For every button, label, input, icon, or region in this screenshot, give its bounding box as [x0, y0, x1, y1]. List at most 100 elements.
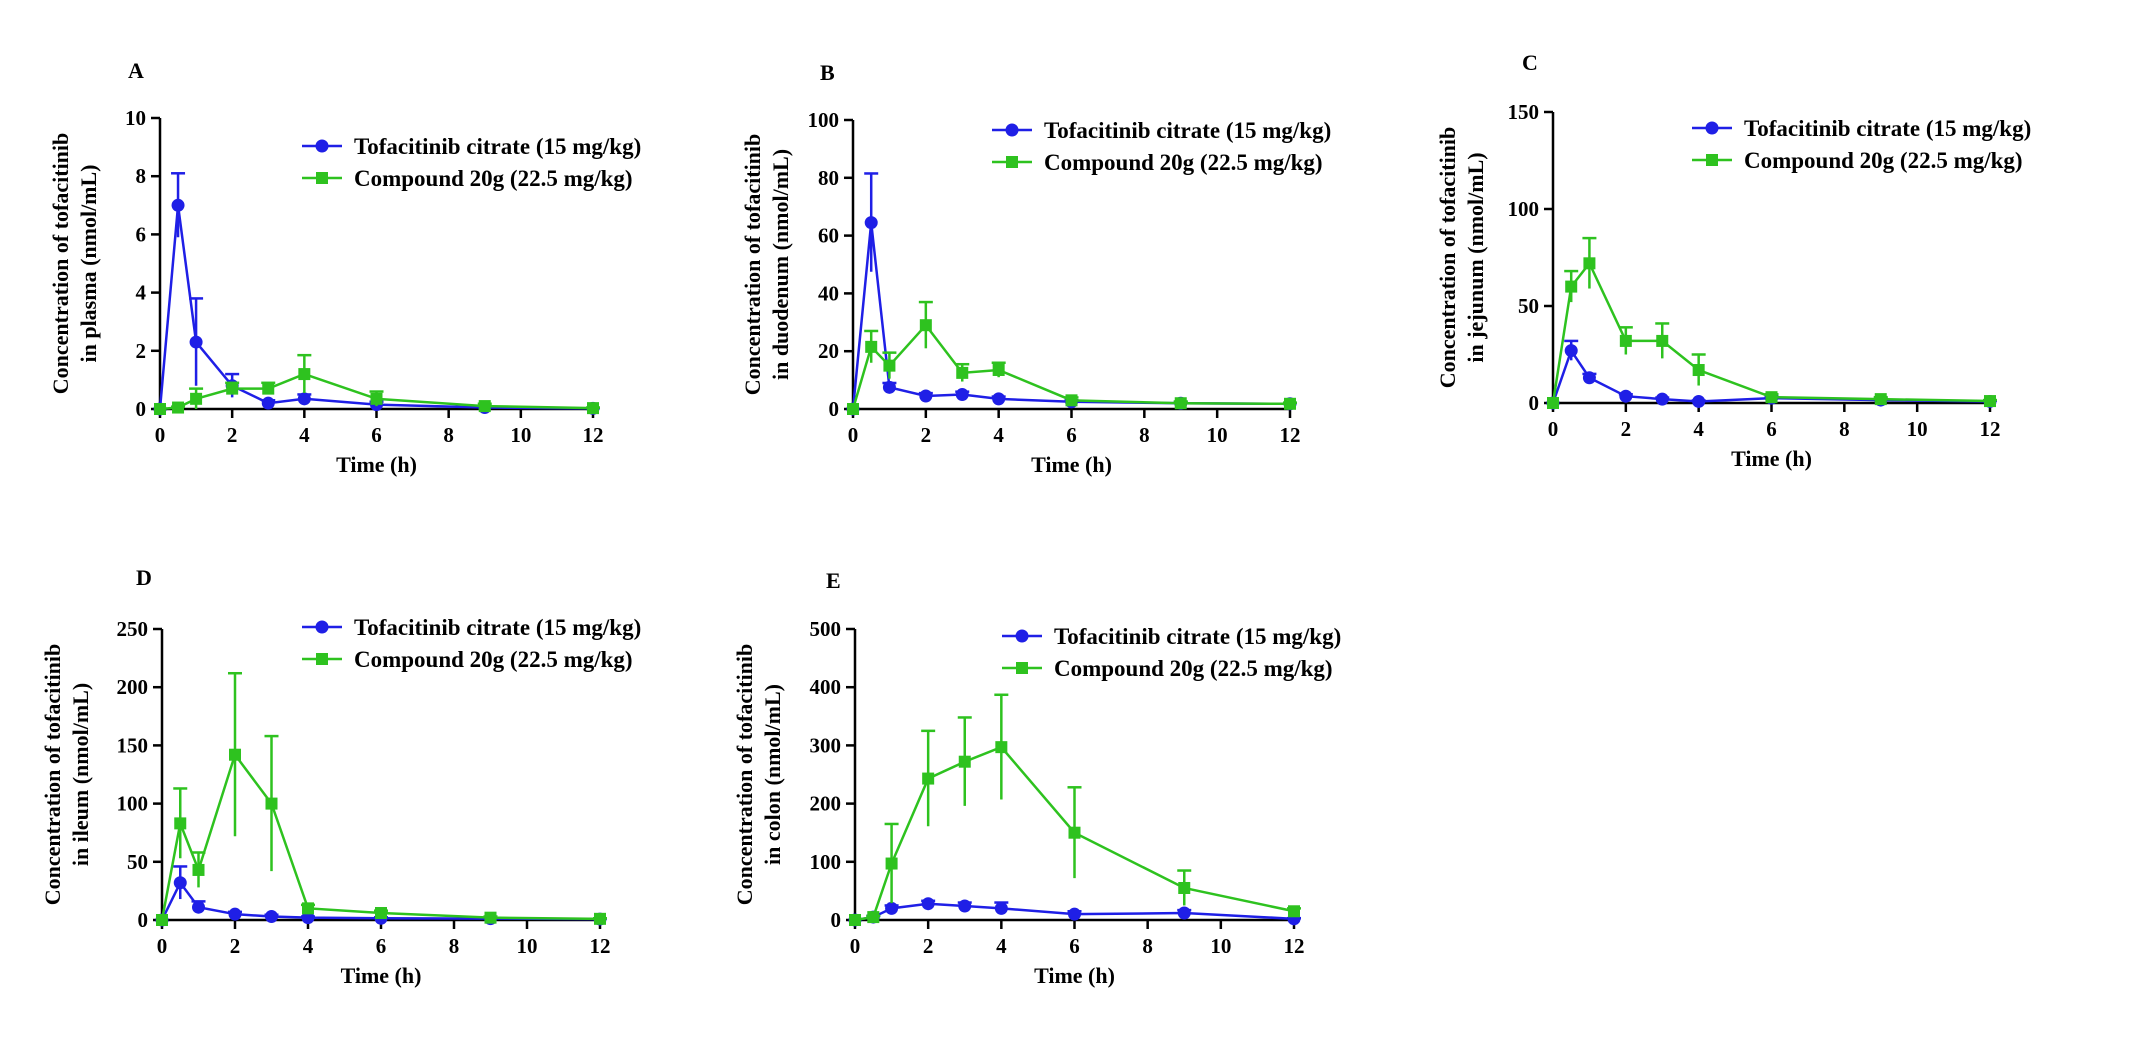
y-tick-label: 80	[818, 166, 839, 190]
legend-label: Tofacitinib citrate (15 mg/kg)	[1044, 118, 1331, 143]
y-tick-label: 0	[136, 397, 147, 421]
data-point	[921, 897, 935, 911]
data-point	[1984, 395, 1996, 408]
data-point	[265, 797, 278, 810]
legend-label: Compound 20g (22.5 mg/kg)	[1054, 656, 1333, 681]
legend-marker	[316, 172, 328, 184]
series-compound	[1547, 236, 1997, 409]
x-tick-label: 8	[443, 423, 454, 447]
y-axis-label-line1: Concentration of tofacitinib	[1435, 127, 1460, 389]
legend-marker	[315, 620, 329, 634]
panel-letter: C	[1522, 50, 1538, 75]
data-point	[882, 380, 896, 394]
y-axis-label-line2: in colon (nmol/mL)	[760, 684, 785, 865]
x-tick-label: 0	[1548, 417, 1559, 441]
series-tofacitinib	[153, 172, 600, 416]
data-point	[958, 755, 971, 768]
series-line	[160, 752, 601, 921]
data-point	[1619, 334, 1632, 347]
data-point	[1692, 394, 1706, 408]
x-tick-label: 8	[449, 934, 460, 958]
legend: Tofacitinib citrate (15 mg/kg) Compound 2…	[302, 615, 641, 672]
legend-label: Compound 20g (22.5 mg/kg)	[354, 166, 633, 191]
data-point	[1619, 389, 1633, 403]
y-tick-label: 100	[810, 850, 842, 874]
legend-marker	[1016, 662, 1028, 674]
data-point	[956, 366, 969, 379]
data-point	[885, 901, 899, 915]
legend-label: Tofacitinib citrate (15 mg/kg)	[1744, 116, 2031, 141]
data-point	[261, 396, 275, 410]
data-point	[301, 911, 315, 925]
series-compound	[156, 671, 607, 926]
data-point	[995, 741, 1008, 754]
legend-label: Compound 20g (22.5 mg/kg)	[354, 647, 633, 672]
panel-letter: A	[128, 58, 144, 83]
data-point	[154, 403, 166, 415]
x-tick-label: 0	[848, 423, 859, 447]
data-point	[594, 912, 606, 925]
y-tick-label: 150	[117, 733, 149, 757]
y-tick-label: 0	[138, 908, 149, 932]
data-point	[849, 914, 861, 926]
x-tick-label: 12	[1980, 417, 2001, 441]
data-point	[1068, 826, 1081, 839]
panel-letter: D	[136, 565, 152, 590]
data-point	[262, 382, 275, 395]
legend: Tofacitinib citrate (15 mg/kg) Compound 2…	[1002, 624, 1341, 681]
data-point	[1656, 334, 1669, 347]
x-axis-label: Time (h)	[1031, 452, 1112, 477]
y-tick-label: 200	[810, 792, 842, 816]
panel-e: E 0 100 200 300 400 500 0 2 4 6 8 10 12 Time (h) Concen…	[732, 568, 1341, 988]
data-point	[867, 911, 880, 924]
panel-letter: E	[826, 568, 841, 593]
data-point	[919, 389, 933, 403]
x-axis-label: Time (h)	[1731, 446, 1812, 471]
legend: Tofacitinib citrate (15 mg/kg) Compound 2…	[302, 134, 641, 191]
data-point	[174, 817, 187, 830]
y-tick-label: 20	[818, 339, 839, 363]
x-tick-label: 12	[1284, 934, 1305, 958]
data-point	[297, 392, 311, 406]
data-point	[375, 907, 387, 920]
legend-marker	[315, 139, 329, 153]
x-tick-label: 12	[590, 934, 611, 958]
data-point	[370, 392, 383, 405]
y-tick-label: 2	[136, 339, 147, 363]
data-point	[192, 863, 205, 876]
x-tick-label: 12	[583, 423, 604, 447]
data-point	[1547, 397, 1559, 409]
x-tick-label: 2	[227, 423, 238, 447]
series-line	[1551, 260, 1991, 404]
legend-label: Compound 20g (22.5 mg/kg)	[1744, 148, 2023, 173]
data-point	[1692, 364, 1705, 377]
data-point	[922, 772, 935, 785]
y-axis-label-line1: Concentration of tofacitinib	[740, 134, 765, 396]
x-tick-label: 2	[921, 423, 932, 447]
legend-marker	[1705, 121, 1719, 135]
x-tick-label: 4	[993, 423, 1004, 447]
data-point	[1655, 392, 1669, 406]
x-tick-label: 2	[230, 934, 241, 958]
y-axis-label-line1: Concentration of tofacitinib	[732, 644, 757, 906]
x-tick-label: 4	[996, 934, 1007, 958]
x-tick-label: 4	[1693, 417, 1704, 441]
legend-label: Compound 20g (22.5 mg/kg)	[1044, 150, 1323, 175]
y-tick-label: 60	[818, 224, 839, 248]
y-tick-label: 6	[136, 222, 147, 246]
legend-marker	[1005, 123, 1019, 137]
y-tick-label: 4	[136, 281, 147, 305]
data-point	[1874, 393, 1887, 406]
y-tick-label: 150	[1508, 100, 1540, 124]
y-tick-label: 500	[810, 617, 842, 641]
data-point	[1178, 881, 1191, 894]
data-point	[192, 900, 205, 914]
data-point	[958, 899, 972, 913]
y-tick-label: 8	[136, 164, 147, 188]
legend-label: Tofacitinib citrate (15 mg/kg)	[354, 134, 641, 159]
data-point	[919, 319, 932, 332]
data-point	[1284, 397, 1296, 410]
data-point	[992, 363, 1005, 376]
x-tick-label: 6	[376, 934, 387, 958]
